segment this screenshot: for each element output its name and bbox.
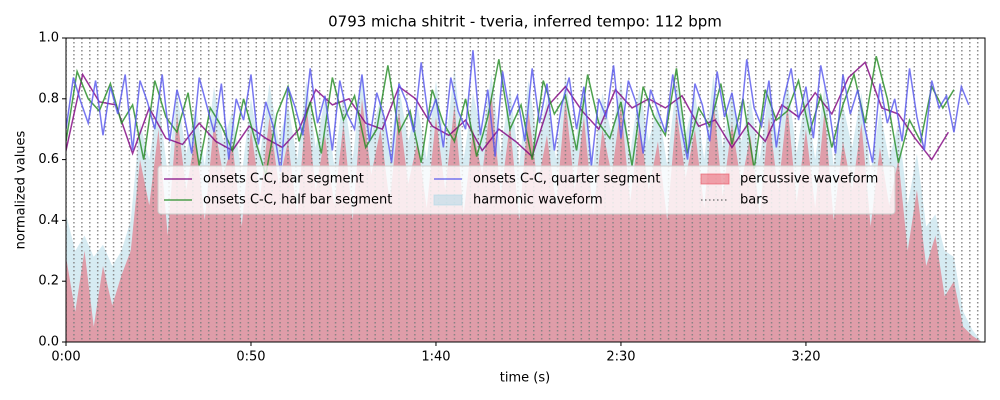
legend-label: harmonic waveform	[473, 193, 603, 208]
x-tick-label: 1:40	[421, 350, 450, 365]
y-tick-label: 0.2	[38, 274, 59, 289]
legend-label: percussive waveform	[740, 172, 878, 187]
x-tick-label: 0:50	[236, 350, 265, 365]
legend-label: onsets C-C, quarter segment	[473, 172, 660, 187]
y-tick-label: 1.0	[38, 31, 59, 46]
plot-frame	[65, 37, 986, 343]
y-tick-label: 0.6	[38, 152, 59, 167]
onset-line	[66, 56, 955, 176]
y-tick-label: 0.4	[38, 213, 59, 228]
x-axis-label: time (s)	[500, 371, 550, 386]
waveform-area	[66, 92, 982, 342]
legend-label: onsets C-C, half bar segment	[203, 193, 392, 208]
y-tick-label: 0.8	[38, 91, 59, 106]
x-tick-label: 2:30	[606, 350, 635, 365]
y-tick-label: 0.0	[38, 335, 59, 350]
onset-line	[66, 50, 970, 172]
chart-title: 0793 micha shitrit - tveria, inferred te…	[328, 13, 722, 31]
x-tick-label: 3:20	[791, 350, 820, 365]
x-tick-label: 0:00	[51, 350, 80, 365]
y-axis-label: normalized values	[14, 130, 29, 249]
legend-label: onsets C-C, bar segment	[203, 172, 364, 187]
onset-line	[66, 61, 950, 161]
legend-swatch	[433, 194, 463, 206]
legend-swatch	[700, 173, 730, 185]
legend: onsets C-C, bar segment onsets C-C, half …	[157, 165, 896, 215]
legend-label: bars	[740, 193, 769, 208]
